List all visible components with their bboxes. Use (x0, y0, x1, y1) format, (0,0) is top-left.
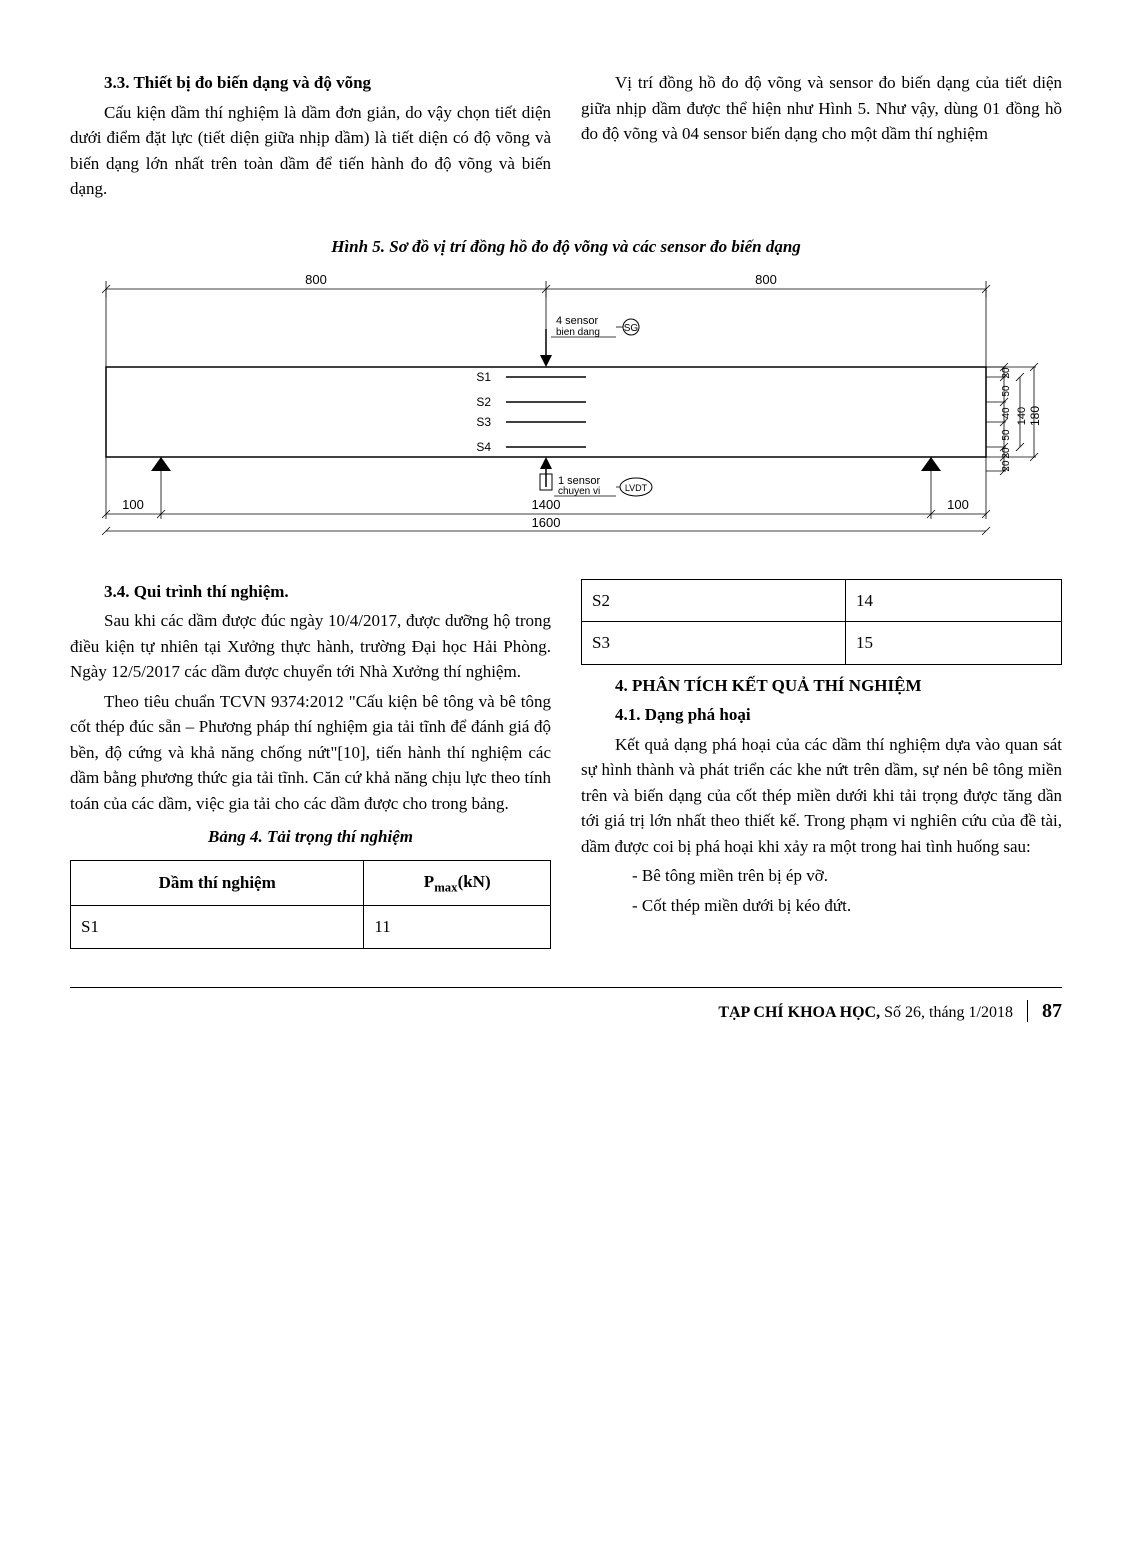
figure-5-caption: Hình 5. Sơ đồ vị trí đồng hồ đo độ võng … (70, 234, 1062, 260)
footer-page-number: 87 (1027, 1000, 1062, 1022)
dim-800-right: 800 (755, 272, 777, 287)
section-4-heading: 4. PHÂN TÍCH KẾT QUẢ THÍ NGHIỆM (581, 673, 1062, 699)
dim-20b: 20 (1001, 447, 1012, 459)
table-4b-r1c1: S2 (582, 579, 846, 622)
section-3-4-heading: 3.4. Qui trình thí nghiệm. (70, 579, 551, 605)
dim-800-left: 800 (305, 272, 327, 287)
footer-issue: Số 26, tháng 1/2018 (884, 1004, 1013, 1021)
bottom-right-col: S2 14 S3 15 4. PHÂN TÍCH KẾT QUẢ THÍ NGH… (581, 579, 1062, 957)
section-4-1-heading: 4.1. Dạng phá hoại (581, 702, 1062, 728)
dim-20c: 20 (1001, 460, 1012, 472)
label-s2: S2 (476, 395, 491, 409)
table-4-head-c2: Pmax(kN) (364, 860, 551, 906)
section-4-1-para: Kết quả dạng phá hoại của các dầm thí ng… (581, 732, 1062, 860)
table-4-r1c1: S1 (71, 906, 364, 949)
figure-5: 800 800 4 sensor bien dang SG S1 S2 S3 S… (86, 269, 1046, 557)
page-footer: TẠP CHÍ KHOA HỌC, Số 26, tháng 1/2018 87 (70, 987, 1062, 1026)
label-s3: S3 (476, 415, 491, 429)
dim-40: 40 (1001, 407, 1012, 419)
section-3-4-p1: Sau khi các dầm được đúc ngày 10/4/2017,… (70, 608, 551, 685)
dim-180: 180 (1028, 406, 1042, 426)
label-chuyen-vi: chuyen vi (558, 486, 600, 497)
label-bien-dang: bien dang (556, 327, 600, 338)
bullet-1: - Bê tông miền trên bị ép vỡ. (581, 863, 1062, 889)
section-3-3-para: Cấu kiện dầm thí nghiệm là dầm đơn giản,… (70, 100, 551, 202)
dim-20a: 20 (1001, 367, 1012, 379)
table-4-head-c1: Dầm thí nghiệm (71, 860, 364, 906)
table-4b-r2c1: S3 (582, 622, 846, 665)
top-columns: 3.3. Thiết bị đo biến dạng và độ võng Cấ… (70, 70, 1062, 206)
label-s1: S1 (476, 370, 491, 384)
table-4-left: Dầm thí nghiệm Pmax(kN) S1 11 (70, 860, 551, 949)
section-3-4-p2: Theo tiêu chuẩn TCVN 9374:2012 "Cấu kiện… (70, 689, 551, 817)
label-lvdt: LVDT (625, 483, 648, 493)
bottom-columns: 3.4. Qui trình thí nghiệm. Sau khi các d… (70, 579, 1062, 957)
table-4b-r2c2: 15 (846, 622, 1062, 665)
table-4-right: S2 14 S3 15 (581, 579, 1062, 665)
bottom-left-col: 3.4. Qui trình thí nghiệm. Sau khi các d… (70, 579, 551, 957)
table-4-r1c2: 11 (364, 906, 551, 949)
top-right-col: Vị trí đồng hồ đo độ võng và sensor đo b… (581, 70, 1062, 206)
footer-journal: TẠP CHÍ KHOA HỌC, (718, 1004, 884, 1021)
label-sg: SG (624, 323, 639, 334)
section-3-3-para-right: Vị trí đồng hồ đo độ võng và sensor đo b… (581, 70, 1062, 147)
top-left-col: 3.3. Thiết bị đo biến dạng và độ võng Cấ… (70, 70, 551, 206)
dim-100-right: 100 (947, 497, 969, 512)
section-3-3-heading: 3.3. Thiết bị đo biến dạng và độ võng (70, 70, 551, 96)
dim-100-left: 100 (122, 497, 144, 512)
dim-1600: 1600 (532, 515, 561, 530)
dim-140: 140 (1016, 407, 1028, 425)
bullet-2: - Cốt thép miền dưới bị kéo đứt. (581, 893, 1062, 919)
table-4-caption: Bảng 4. Tải trọng thí nghiệm (70, 824, 551, 850)
dim-1400: 1400 (532, 497, 561, 512)
table-4b-r1c2: 14 (846, 579, 1062, 622)
label-4-sensor: 4 sensor (556, 315, 599, 327)
dim-50b: 50 (1001, 429, 1012, 441)
label-s4: S4 (476, 440, 491, 454)
dim-50a: 50 (1001, 385, 1012, 397)
